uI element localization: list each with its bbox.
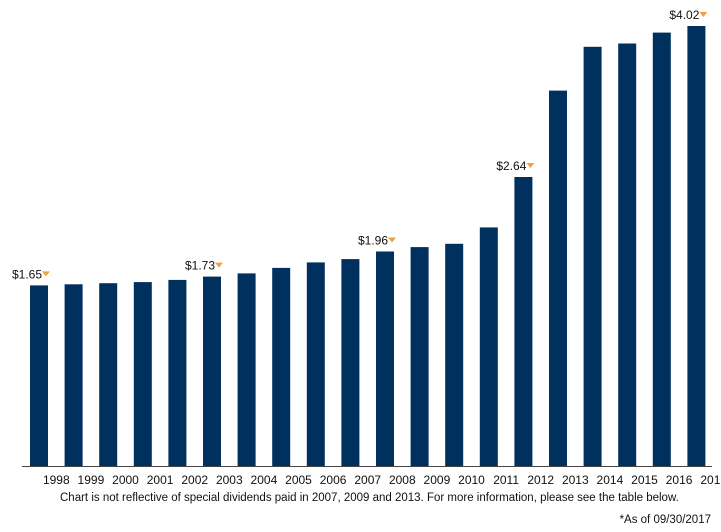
bar-2002 <box>203 276 221 466</box>
x-tick-label: 2015 <box>631 473 658 487</box>
down-triangle-icon <box>526 163 535 169</box>
down-triangle-icon <box>42 271 50 277</box>
chart-footnote: Chart is not reflective of special divid… <box>60 492 679 504</box>
x-tick-label: 2005 <box>285 473 312 487</box>
x-tick-label: 1998 <box>43 473 70 487</box>
x-tick-labels-group: 1998 1999 2000 2001 2002 2003 2004 2005 2006 2007… <box>43 473 721 487</box>
x-tick-label: 2008 <box>389 473 416 487</box>
bar-2010 <box>479 227 498 466</box>
bar-2009 <box>445 243 464 466</box>
x-tick-label: 2000 <box>112 473 139 487</box>
x-tick-label: 2013 <box>562 473 589 487</box>
x-tick-label: 2012 <box>527 473 554 487</box>
bar-2008 <box>410 247 429 466</box>
x-tick-label: 2011 <box>493 473 519 487</box>
x-tick-label: 2007 <box>354 473 381 487</box>
bar-2015 <box>652 32 671 466</box>
down-triangle-icon <box>215 262 223 268</box>
x-tick-label: 2003 <box>216 473 243 487</box>
x-tick-label: 2016 <box>666 473 693 487</box>
down-triangle-icon <box>699 12 708 17</box>
x-tick-label: 2009 <box>424 473 451 487</box>
bar-1998 <box>64 284 83 466</box>
x-tick-label: 2004 <box>251 473 278 487</box>
x-tick-label: 2002 <box>181 473 208 487</box>
data-label: $1.65 <box>12 267 42 281</box>
bar-2001 <box>168 279 187 466</box>
bar-2007 <box>376 251 394 466</box>
bar-2012 <box>549 90 567 466</box>
x-tick-label: 1999 <box>78 473 105 487</box>
x-tick-label: 2017 <box>700 473 721 487</box>
bars-group <box>30 26 706 467</box>
data-labels-group: $1.65 $1.73 $1.96 $2.64 $4.02 <box>12 8 708 281</box>
bar-2006 <box>341 259 360 466</box>
x-tick-label: 2006 <box>320 473 347 487</box>
bar-2011 <box>514 177 533 466</box>
down-triangle-icon <box>388 237 396 243</box>
bar-1999 <box>99 283 118 466</box>
data-label: $1.73 <box>185 259 215 273</box>
data-label: $2.64 <box>496 159 526 173</box>
bar-2016 <box>687 26 706 466</box>
as-of-date: *As of 09/30/2017 <box>619 514 711 526</box>
data-label: $4.02 <box>669 8 699 22</box>
x-tick-label: 2001 <box>147 473 174 487</box>
bar-2005 <box>306 262 325 466</box>
x-tick-label: 2014 <box>597 473 624 487</box>
bar-2004 <box>272 267 291 466</box>
bar-2014 <box>618 43 637 466</box>
data-label: $1.96 <box>358 234 388 248</box>
bar-2003 <box>237 273 256 466</box>
bar-2000 <box>133 282 152 466</box>
bar-2013 <box>583 46 602 467</box>
bar-1997 <box>30 285 48 466</box>
x-tick-label: 2010 <box>458 473 485 487</box>
